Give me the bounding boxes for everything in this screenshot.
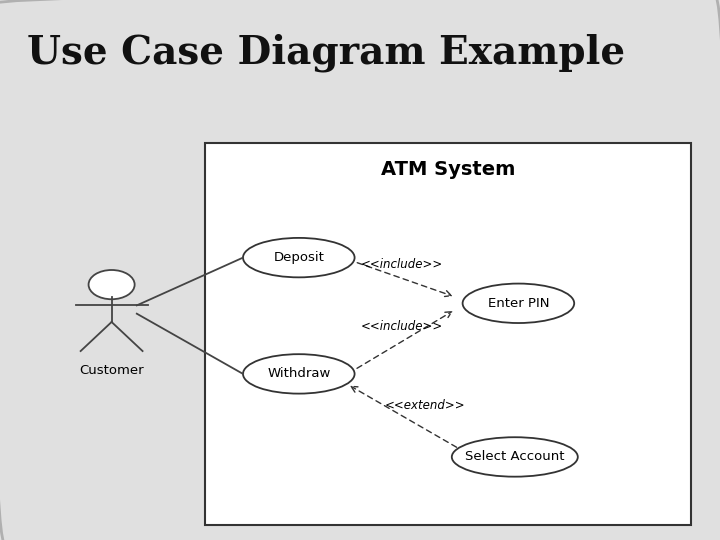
Text: Deposit: Deposit [274, 251, 324, 264]
Text: <<include>>: <<include>> [360, 320, 443, 333]
Text: Customer: Customer [79, 363, 144, 376]
FancyBboxPatch shape [205, 144, 691, 525]
Text: Withdraw: Withdraw [267, 367, 330, 380]
Text: Select Account: Select Account [465, 450, 564, 463]
Ellipse shape [462, 284, 575, 323]
Text: <<extend>>: <<extend>> [384, 399, 465, 411]
Text: ATM System: ATM System [381, 160, 516, 179]
Text: Use Case Diagram Example: Use Case Diagram Example [27, 33, 626, 72]
Text: <<include>>: <<include>> [360, 258, 443, 271]
Ellipse shape [243, 238, 355, 278]
Ellipse shape [452, 437, 577, 477]
Text: Enter PIN: Enter PIN [487, 297, 549, 310]
Ellipse shape [243, 354, 355, 394]
Ellipse shape [89, 270, 135, 299]
